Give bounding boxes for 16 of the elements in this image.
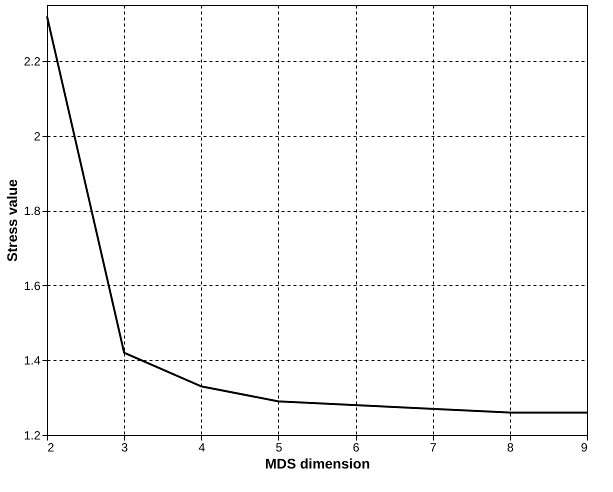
- x-tick-label: 4: [198, 440, 206, 454]
- y-tick-label: 1.4: [24, 354, 41, 368]
- x-tick-label: 7: [430, 440, 437, 454]
- x-tick-label: 3: [121, 440, 128, 454]
- y-tick-label: 1.2: [24, 428, 41, 442]
- x-tick-label: 2: [48, 440, 54, 454]
- x-axis-title: MDS dimension: [264, 456, 370, 472]
- y-tick-label: 2.2: [24, 54, 41, 69]
- x-tick-label: 6: [352, 440, 360, 454]
- x-tick-label: 8: [507, 440, 514, 454]
- y-axis-title: Stress value: [4, 179, 20, 262]
- x-tick-label: 9: [580, 440, 588, 454]
- y-tick-label: 2: [34, 129, 41, 144]
- x-tick-label: 5: [276, 440, 283, 454]
- y-tick-label: 1.6: [24, 278, 41, 293]
- y-tick-label: 1.8: [24, 204, 41, 218]
